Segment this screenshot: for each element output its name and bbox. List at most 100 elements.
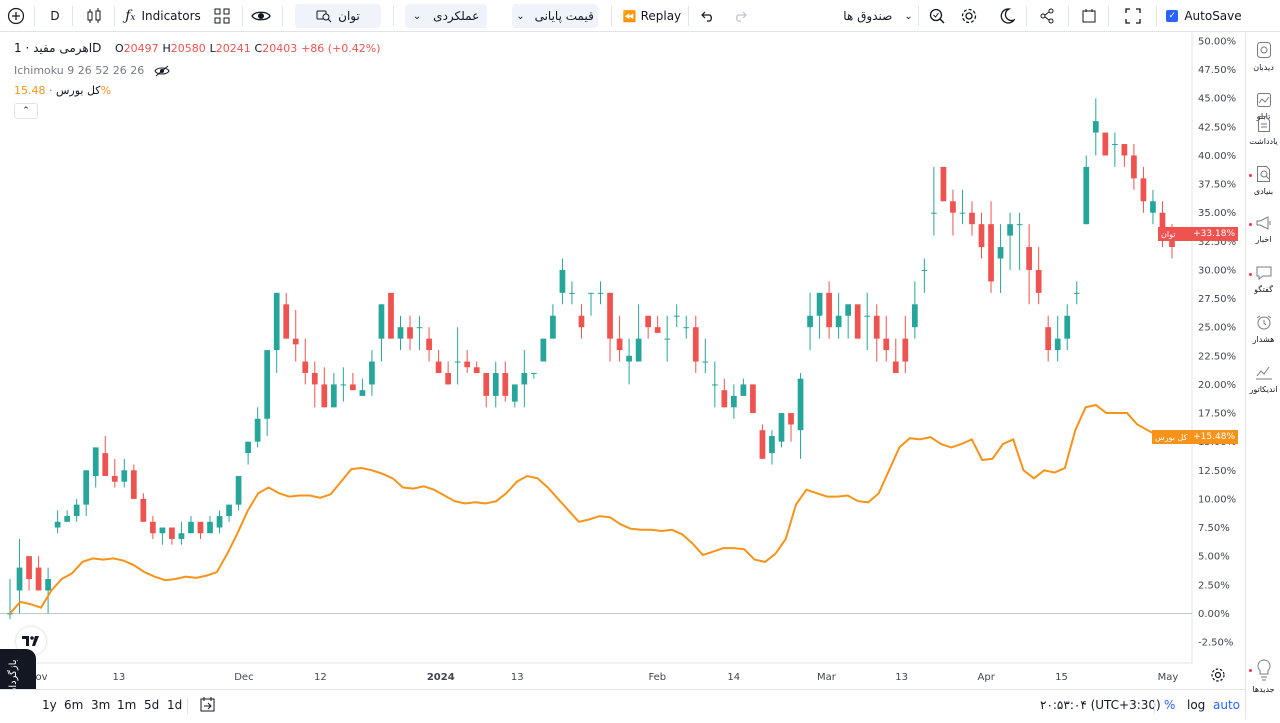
hidden-eye-icon[interactable] bbox=[154, 65, 170, 77]
price-badge-symbol-name: توان bbox=[1161, 229, 1176, 239]
candle-body bbox=[1121, 144, 1128, 156]
time-tick-label: 13 bbox=[112, 672, 125, 683]
watchlist-icon bbox=[1256, 42, 1271, 58]
candle-body bbox=[902, 338, 909, 362]
legend-indicator-row[interactable]: Ichimoku 9 26 52 26 26 bbox=[14, 64, 170, 77]
share-icon[interactable] bbox=[1036, 4, 1058, 28]
visibility-icon[interactable] bbox=[250, 4, 272, 28]
notification-dot bbox=[1249, 223, 1252, 226]
fullscreen-icon[interactable] bbox=[1122, 4, 1144, 28]
legend-symbol-name[interactable]: اهرمی مفید bbox=[33, 41, 93, 55]
range-5d[interactable]: 5d bbox=[144, 698, 160, 712]
symbol-search-button[interactable]: توان bbox=[295, 4, 381, 28]
price-badge-compare-value: +15.48% bbox=[1193, 432, 1235, 442]
sidebar-item-indicator[interactable]: اندیکاتور bbox=[1246, 365, 1280, 394]
time-tick-label: Apr bbox=[978, 672, 996, 683]
price-type-dropdown[interactable]: ⌄ قیمت پایانی bbox=[512, 4, 598, 28]
performance-dropdown[interactable]: ⌄ عملکردی bbox=[405, 4, 487, 28]
candle-body bbox=[226, 504, 232, 517]
candle-body bbox=[559, 269, 566, 293]
lightbulb-icon bbox=[1256, 659, 1271, 681]
legend-high-label: H bbox=[162, 42, 171, 55]
legend-compare-row[interactable]: کل بورس · 15.48% bbox=[14, 84, 112, 97]
snapshot-icon[interactable] bbox=[1078, 4, 1100, 28]
sidebar-item-label: اخبار bbox=[1255, 235, 1272, 244]
goto-date-icon[interactable] bbox=[199, 696, 217, 714]
replay-button[interactable]: ⏪ Replay bbox=[623, 4, 681, 28]
sidebar-item-alert[interactable]: هشدار bbox=[1246, 315, 1280, 344]
candle-body bbox=[492, 372, 499, 396]
legend-close-label: C bbox=[254, 42, 263, 55]
price-tick-label: 27.50% bbox=[1198, 294, 1236, 305]
chart-canvas[interactable]: 50.00% 47.50% 45.00% 42.50% 40.00% 37.50% 35.0… bbox=[0, 33, 1245, 719]
sidebar-item-fundamental[interactable]: بنیادی bbox=[1246, 165, 1280, 196]
candle-body bbox=[521, 372, 528, 385]
sidebar-item-whats-new[interactable]: جدیدها bbox=[1246, 659, 1280, 694]
candle-body bbox=[207, 521, 213, 534]
axis-settings-gear-icon[interactable] bbox=[1210, 667, 1228, 685]
settings-gear-icon[interactable] bbox=[958, 4, 980, 28]
candle-body bbox=[359, 390, 366, 396]
range-6m[interactable]: 6m bbox=[64, 698, 84, 712]
price-tick-label: 17.50% bbox=[1198, 409, 1236, 420]
legend-change: +86 (+0.42%) bbox=[301, 42, 381, 55]
time-tick-label: Mar bbox=[817, 672, 837, 683]
chart-area[interactable]: 50.00% 47.50% 45.00% 42.50% 40.00% 37.50% 35.0… bbox=[0, 33, 1245, 719]
percent-scale-toggle[interactable]: % bbox=[1164, 698, 1176, 712]
time-tick-label: 12 bbox=[314, 672, 327, 683]
candle-body bbox=[16, 567, 23, 591]
notification-dot bbox=[1249, 174, 1252, 177]
candle-body bbox=[178, 533, 185, 539]
range-1d[interactable]: 1d bbox=[167, 698, 183, 712]
sidebar-item-label: جدیدها bbox=[1252, 685, 1275, 694]
price-tick-label: 10.00% bbox=[1198, 494, 1236, 505]
candle-body bbox=[64, 516, 71, 522]
price-tick-label: 42.50% bbox=[1198, 122, 1236, 133]
candle-body bbox=[673, 315, 680, 317]
range-1m[interactable]: 1m bbox=[117, 698, 137, 712]
checkbox-checked-icon[interactable]: ✓ bbox=[1166, 10, 1179, 22]
log-scale-toggle[interactable]: log bbox=[1187, 698, 1206, 712]
candle-body bbox=[330, 384, 337, 408]
range-1y[interactable]: 1y bbox=[42, 698, 57, 712]
price-tick-label: 45.00% bbox=[1198, 94, 1236, 105]
indicators-button[interactable]: ƒx Indicators bbox=[124, 4, 202, 28]
sidebar-item-notes[interactable]: یادداشت bbox=[1246, 115, 1280, 146]
auto-scale-toggle[interactable]: auto bbox=[1213, 698, 1241, 712]
add-symbol-icon[interactable] bbox=[6, 4, 26, 28]
candles-icon[interactable] bbox=[84, 4, 104, 28]
candle-body bbox=[292, 338, 299, 345]
dark-mode-moon-icon[interactable] bbox=[996, 4, 1018, 28]
zoom-search-icon[interactable] bbox=[926, 4, 948, 28]
layouts-icon[interactable] bbox=[212, 4, 232, 28]
funds-dropdown[interactable]: صندوق ها ⌄ bbox=[838, 4, 918, 28]
time-tick-label: Nov bbox=[28, 672, 48, 683]
funds-label: صندوق ها bbox=[843, 9, 893, 23]
candle-body bbox=[950, 201, 956, 213]
candle-body bbox=[835, 315, 842, 328]
autosave-toggle[interactable]: ✓ AutoSave bbox=[1166, 4, 1242, 28]
candle-body bbox=[816, 292, 823, 316]
interval-button[interactable]: D bbox=[50, 9, 60, 23]
redo-icon[interactable] bbox=[730, 4, 750, 28]
price-badge-symbol-value: +33.18% bbox=[1193, 229, 1235, 239]
sidebar-item-chat[interactable]: گفتگو bbox=[1246, 265, 1280, 294]
candle-body bbox=[826, 292, 832, 328]
floating-tab-label: بازگردان bbox=[8, 659, 19, 695]
candle-body bbox=[588, 292, 594, 294]
sidebar-item-news[interactable]: اخبار bbox=[1246, 215, 1280, 244]
clock-time[interactable]: ۲۰:۵۳:۰۴ (UTC+3:30) bbox=[1040, 698, 1161, 712]
price-tick-label: 37.50% bbox=[1198, 180, 1236, 191]
candle-body bbox=[407, 327, 413, 339]
range-3m[interactable]: 3m bbox=[91, 698, 111, 712]
candle-body bbox=[454, 361, 461, 363]
candle-body bbox=[664, 338, 671, 340]
candle-body bbox=[988, 224, 994, 282]
undo-icon[interactable] bbox=[698, 4, 718, 28]
candle-body bbox=[864, 315, 871, 317]
candle-body bbox=[283, 304, 290, 339]
candle-body bbox=[83, 470, 90, 505]
sidebar-item-watchlist[interactable]: دیدبان bbox=[1246, 41, 1280, 72]
candle-body bbox=[854, 304, 861, 339]
collapse-legend-button[interactable]: ⌃ bbox=[14, 103, 38, 119]
